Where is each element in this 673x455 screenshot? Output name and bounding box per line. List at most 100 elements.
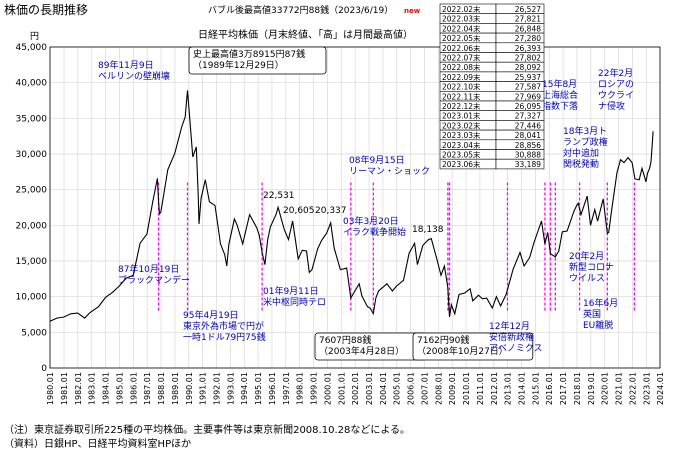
x-tick-label: 2019.01 <box>587 372 596 405</box>
x-tick-label: 1980.01 <box>46 372 55 405</box>
table-close-value: 27,802 <box>515 54 541 63</box>
table-close-value: 26,527 <box>515 5 541 14</box>
table-close-value: 27,821 <box>515 15 541 24</box>
annotation-abe-text: アベノミクス <box>489 343 543 354</box>
table-month: 2022.09末 <box>442 72 481 82</box>
annotation-low2003-text: （2003年4月28日） <box>319 345 404 357</box>
x-tick-label: 2005.01 <box>393 372 402 405</box>
annotation-corona-text: ウイルス <box>569 273 605 284</box>
x-tick-label: 2004.01 <box>379 372 388 405</box>
annotation-ukraine-text: ウクライ <box>598 90 634 101</box>
annotation-v20605-text: 20,605 <box>283 206 315 216</box>
y-tick-label: 15,000 <box>16 257 48 267</box>
annotation-shanghai-text: 上海総合 <box>542 89 578 101</box>
annotation-abe-text: 安倍新政権 <box>489 331 534 343</box>
table-month: 2022.04末 <box>442 23 481 33</box>
x-tick-label: 2015.01 <box>531 372 540 405</box>
table-close-value: 26,095 <box>515 102 541 111</box>
series-line <box>49 90 654 322</box>
table-month: 2022.08末 <box>442 62 481 72</box>
annotation-box <box>188 46 327 75</box>
y-tick-label: 10,000 <box>16 293 48 303</box>
table-close-value: 27,446 <box>515 121 541 130</box>
table-close-value: 27,587 <box>515 83 541 92</box>
annotation-box <box>412 332 534 361</box>
x-tick-label: 2020.01 <box>601 372 610 405</box>
table-month: 2023.01末 <box>442 111 481 121</box>
table-month: 2023.06末 <box>442 159 481 169</box>
x-tick-label: 1982.01 <box>74 372 83 405</box>
annotation-v22531-text: 22,531 <box>263 191 295 201</box>
annotation-shanghai-text: 指数下落 <box>542 100 578 112</box>
table-close-value: 27,969 <box>515 92 541 101</box>
chart-subtitle: 日経平均株価（月末終値、「高」は月間最高値） <box>198 28 413 41</box>
annotation-yen79-text: 95年4月19日 <box>183 309 239 321</box>
table-month: 2023.03末 <box>442 130 481 140</box>
x-tick-label: 2011.01 <box>476 372 485 405</box>
annotation-yen79-text: 東京外為市場で円が <box>183 320 264 332</box>
y-tick-label: 35,000 <box>16 114 48 124</box>
annotation-corona-text: 新型コロナ <box>569 261 614 273</box>
y-tick-label: 25,000 <box>16 186 48 196</box>
table-month: 2023.02末 <box>442 120 481 130</box>
annotation-trump-text: 18年3月ト <box>563 125 607 137</box>
x-tick-label: 2024.01 <box>656 372 665 405</box>
x-tick-label: 1996.01 <box>268 372 277 405</box>
x-tick-label: 2023.01 <box>642 372 651 405</box>
table-close-value: 33,189 <box>515 160 541 169</box>
annotation-berlin-text: ベルリンの壁崩壊 <box>98 70 170 82</box>
x-tick-label: 1997.01 <box>282 372 291 405</box>
table-month: 2022.07末 <box>442 53 481 63</box>
header-note: バブル後最高値33772円88銭（2023/6/19） <box>208 4 393 16</box>
annotation-iraq-text: イラク戦争開始 <box>343 226 406 238</box>
y-tick-label: 40,000 <box>16 79 48 89</box>
plot-frame <box>49 46 661 369</box>
annotation-ukraine-text: ナ侵攻 <box>598 100 625 112</box>
x-tick-label: 1999.01 <box>310 372 319 405</box>
table-close-value: 26,848 <box>515 24 541 33</box>
table-month: 2022.12末 <box>442 101 481 111</box>
table-close-value: 28,092 <box>515 63 541 72</box>
table-month: 2022.02末 <box>442 4 481 14</box>
x-tick-label: 1981.01 <box>60 372 69 405</box>
header-badge: new <box>404 7 421 15</box>
table-month: 2022.05末 <box>442 33 481 43</box>
y-tick-label: 0 <box>41 364 47 374</box>
x-tick-label: 2021.01 <box>615 372 624 405</box>
x-tick-label: 1995.01 <box>254 372 263 405</box>
table-month: 2023.05末 <box>442 150 481 160</box>
table-close-value: 30,888 <box>515 151 541 160</box>
annotation-abe-text: 12年12月 <box>489 320 530 332</box>
x-tick-label: 1985.01 <box>115 372 124 405</box>
x-tick-label: 2017.01 <box>559 372 568 405</box>
x-tick-label: 1986.01 <box>129 372 138 405</box>
x-tick-label: 1990.01 <box>185 372 194 405</box>
x-tick-label: 2002.01 <box>351 372 360 405</box>
y-tick-label: 45,000 <box>16 43 48 53</box>
x-tick-label: 1992.01 <box>213 372 222 405</box>
x-tick-label: 2006.01 <box>407 372 416 405</box>
footnote-data-source: （資料）日銀HP、日経平均資料室HPほか <box>4 439 192 450</box>
annotation-peak-text: 史上最高値3万8915円87銭 <box>193 48 305 60</box>
x-tick-label: 1994.01 <box>240 372 249 405</box>
table-month: 2023.04末 <box>442 140 481 150</box>
annotation-shanghai-text: 15年8月 <box>542 78 577 90</box>
x-tick-label: 1998.01 <box>296 372 305 405</box>
y-unit-label: 円 <box>30 31 39 42</box>
annotation-low2008-text: （2008年10月27日） <box>417 345 508 357</box>
stock-chart: 株価の長期推移 バブル後最高値33772円88銭（2023/6/19） new … <box>4 2 665 405</box>
annotation-blackmonday-text: ブラックマンデー <box>118 274 190 286</box>
annotation-peak-text: （1989年12月29日） <box>193 59 284 71</box>
x-tick-label: 2001.01 <box>337 372 346 405</box>
x-tick-label: 2016.01 <box>545 372 554 405</box>
y-tick-label: 30,000 <box>16 150 48 160</box>
annotation-terror-text: 米中枢同時テロ <box>263 296 326 308</box>
table-month: 2022.10末 <box>442 82 481 92</box>
annotation-berlin-text: 89年11月9日 <box>98 59 154 71</box>
annotation-lehman-text: リーマン・ショック <box>349 166 430 177</box>
chart-title: 株価の長期推移 <box>4 2 88 17</box>
x-tick-label: 2008.01 <box>434 372 443 405</box>
x-axis: 1980.01 1981.01 1982.01 1983.01 1984.01 1985.… <box>46 372 665 405</box>
annotation-ukraine-text: ロシアの <box>598 80 634 90</box>
